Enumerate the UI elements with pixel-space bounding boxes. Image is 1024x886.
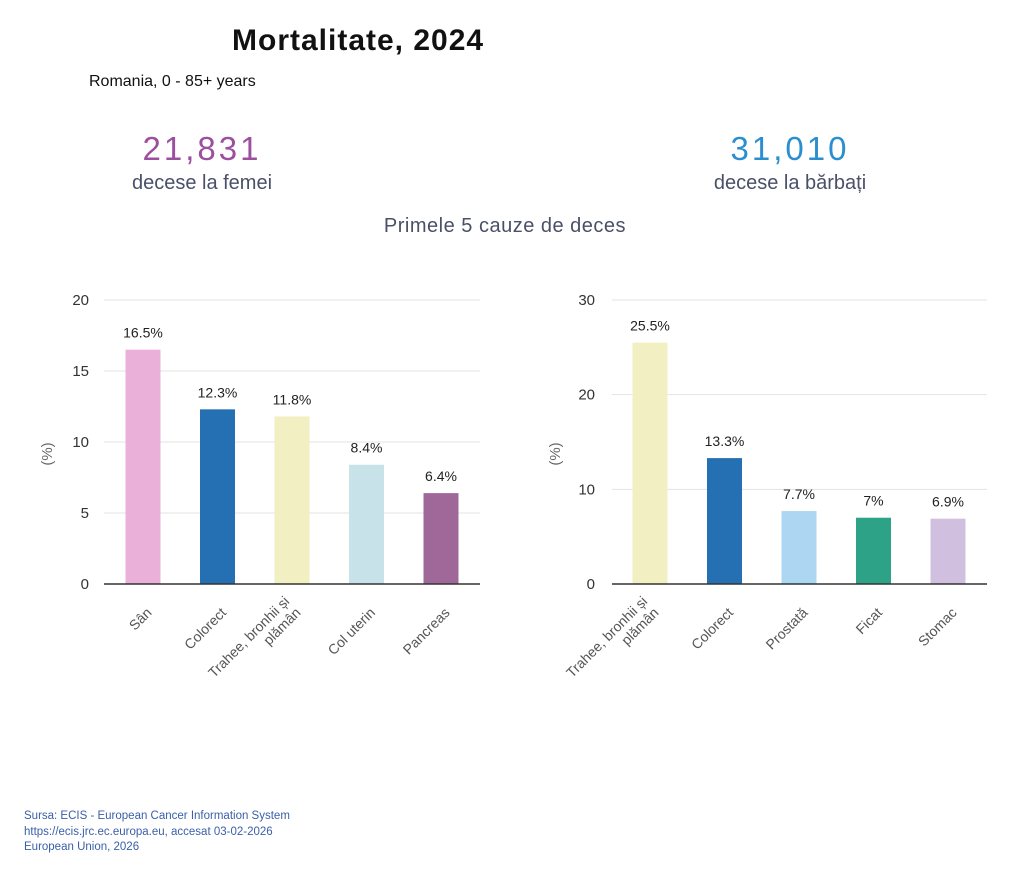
chart-title: Mortalitate, 2024 xyxy=(232,24,485,57)
bar xyxy=(125,349,161,584)
footer-url: https://ecis.jrc.ec.europa.eu, accesat 0… xyxy=(24,825,273,838)
bar xyxy=(349,464,384,584)
bar-value-label: 11.8% xyxy=(273,391,312,407)
y-axis-label: (%) xyxy=(39,442,56,465)
bar-value-label: 7.7% xyxy=(783,486,815,502)
footer-source: Sursa: ECIS - European Cancer Informatio… xyxy=(24,810,290,822)
y-tick-label: 15 xyxy=(72,363,89,380)
bar xyxy=(423,493,459,584)
x-tick-label: Ficat xyxy=(852,604,885,637)
footer-copyright: European Union, 2026 xyxy=(24,841,140,853)
bar-value-label: 13.3% xyxy=(705,433,745,449)
y-tick-label: 10 xyxy=(72,434,89,451)
section-title: Primele 5 cauze de deces xyxy=(383,215,627,237)
female-deaths-label: decese la femei xyxy=(131,172,273,194)
male-deaths-stat: 31,010 decese la bărbați xyxy=(640,129,940,197)
bar-value-label: 16.5% xyxy=(123,325,163,341)
bar-value-label: 6.4% xyxy=(425,468,457,484)
x-tick-label-line: Colorect xyxy=(688,604,736,652)
y-axis-label: (%) xyxy=(547,442,564,465)
x-tick-label: Prostată xyxy=(762,604,810,652)
x-tick-label-line: Ficat xyxy=(852,604,885,637)
y-tick-label: 0 xyxy=(587,576,595,593)
bar xyxy=(200,409,235,584)
bar xyxy=(274,416,310,584)
bar xyxy=(930,518,966,584)
bar xyxy=(856,517,891,584)
y-tick-label: 20 xyxy=(72,292,89,309)
bar xyxy=(707,458,742,584)
source-footer: Sursa: ECIS - European Cancer Informatio… xyxy=(24,809,290,856)
y-tick-label: 5 xyxy=(81,505,89,522)
y-tick-label: 10 xyxy=(578,481,595,498)
x-tick-label: Colorect xyxy=(688,604,736,652)
y-tick-label: 30 xyxy=(578,292,595,309)
bar xyxy=(781,511,817,584)
y-tick-label: 20 xyxy=(578,387,595,404)
x-tick-label: Stomac xyxy=(915,604,960,649)
female-deaths-value: 21,831 xyxy=(142,130,262,167)
male-deaths-label: decese la bărbați xyxy=(713,172,867,194)
x-tick-label-line: Prostată xyxy=(762,604,810,652)
bar-value-label: 7% xyxy=(863,493,883,509)
chart-subtitle: Romania, 0 - 85+ years xyxy=(89,73,256,90)
y-tick-label: 0 xyxy=(81,576,89,593)
female-deaths-stat: 21,831 decese la femei xyxy=(52,129,352,197)
bar-value-label: 8.4% xyxy=(351,440,383,456)
bar-value-label: 6.9% xyxy=(932,494,964,510)
x-tick-label-line: Stomac xyxy=(915,604,960,649)
bar xyxy=(632,342,668,584)
bar-value-label: 25.5% xyxy=(630,318,670,334)
male-deaths-value: 31,010 xyxy=(730,130,850,167)
bar-value-label: 12.3% xyxy=(198,384,238,400)
